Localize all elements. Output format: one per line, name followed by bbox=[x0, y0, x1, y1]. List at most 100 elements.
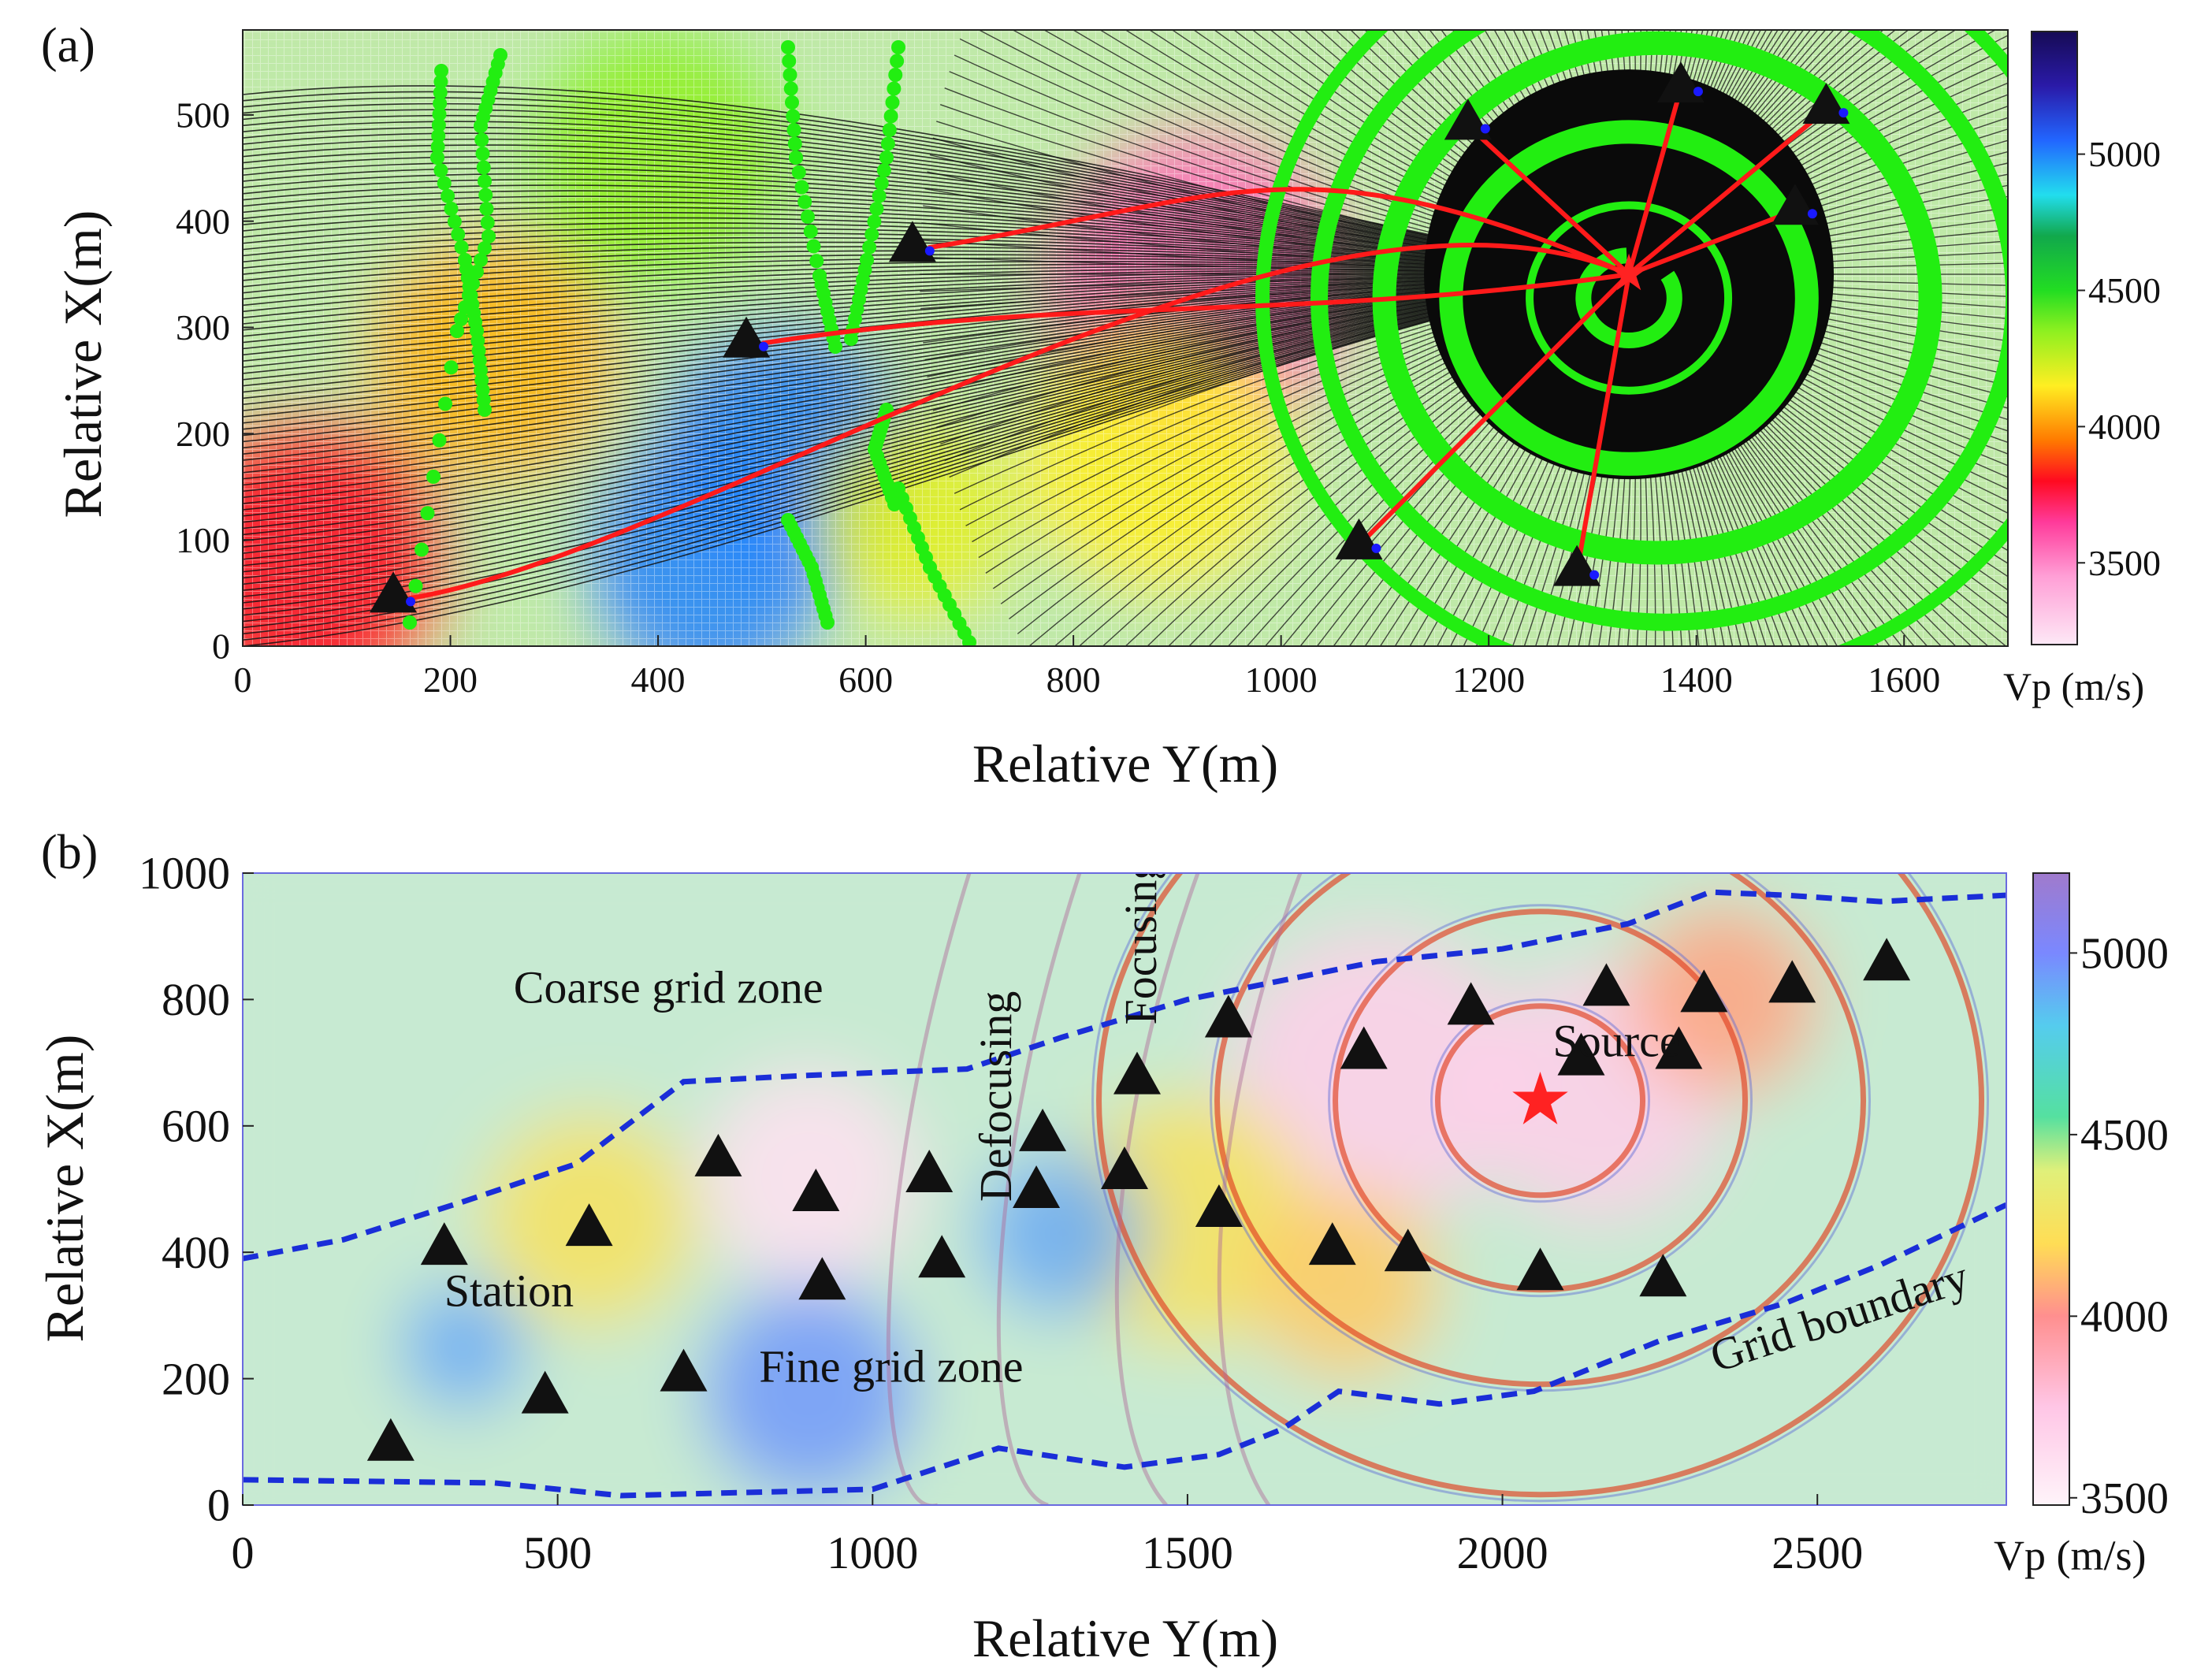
wavefront-dot bbox=[420, 506, 435, 521]
station-triangle bbox=[694, 1133, 742, 1176]
wavefront-dot bbox=[432, 433, 447, 448]
y-tick-label: 1000 bbox=[139, 848, 230, 899]
station-triangle bbox=[1444, 98, 1492, 140]
panel-a-colorbar bbox=[2031, 31, 2078, 645]
station-triangle bbox=[1768, 960, 1816, 1003]
station-marker-tip bbox=[924, 246, 935, 256]
wavefront-dot bbox=[478, 403, 492, 417]
x-tick-label: 0 bbox=[234, 660, 252, 700]
x-tick-label: 1200 bbox=[1452, 660, 1525, 700]
wavefront-dot bbox=[475, 147, 490, 161]
panel-b: (b) ★ Coarse grid zone Station Fine grid z… bbox=[35, 826, 2169, 1668]
panel-b-y-axis-label: Relative X(m) bbox=[35, 1035, 95, 1343]
wavefront-dot bbox=[450, 324, 464, 338]
wavefront-dot bbox=[789, 151, 803, 165]
station-triangle bbox=[798, 1257, 846, 1300]
wavefront-dot bbox=[433, 163, 448, 178]
velocity-anomaly bbox=[702, 1069, 917, 1284]
annotation-label: Coarse grid zone bbox=[514, 961, 823, 1013]
wavefront-dot bbox=[432, 107, 447, 121]
station-triangle bbox=[1013, 1165, 1061, 1208]
velocity-anomaly bbox=[702, 1284, 917, 1499]
wavefront-dot bbox=[880, 136, 895, 151]
station-triangle bbox=[1639, 1254, 1687, 1297]
wavefront-dot bbox=[437, 176, 452, 191]
x-tick-label: 400 bbox=[631, 660, 686, 700]
colorbar-tick-label: 4500 bbox=[2080, 1111, 2169, 1160]
panel-b-colorbar-ticks: 3500 4000 4500 5000 bbox=[2069, 929, 2169, 1523]
wavefront-dot bbox=[801, 210, 815, 224]
wavefront-dot bbox=[408, 578, 423, 593]
x-tick-label: 500 bbox=[523, 1527, 592, 1578]
panel-a-x-axis-label: Relative Y(m) bbox=[972, 734, 1278, 794]
wavefront-dot bbox=[474, 119, 488, 133]
x-tick-label: 200 bbox=[423, 660, 478, 700]
wavefront-dot bbox=[479, 202, 494, 216]
station-ray bbox=[1627, 208, 1796, 277]
wavefront-dot bbox=[962, 635, 976, 646]
colorbar-tick-label: 3500 bbox=[2080, 1474, 2169, 1523]
wavefront-dot bbox=[844, 332, 858, 346]
wavefront-dot bbox=[887, 497, 902, 511]
station-triangle bbox=[1447, 982, 1495, 1025]
y-tick-label: 200 bbox=[176, 414, 230, 454]
station-marker-tip bbox=[1371, 543, 1381, 553]
panel-b-colorbar bbox=[2032, 872, 2070, 1506]
panel-b-stations: ★ bbox=[366, 938, 1911, 1461]
wavefront-dot bbox=[438, 396, 452, 411]
wavefront-dot bbox=[462, 288, 476, 303]
source-star: ★ bbox=[1606, 245, 1651, 301]
wavefront-dot bbox=[803, 224, 818, 239]
panel-b-wavefront-rings bbox=[886, 873, 1989, 1505]
station-triangle bbox=[1802, 83, 1850, 125]
x-tick-label: 2000 bbox=[1457, 1527, 1548, 1578]
wavefront-ring-shadow bbox=[1430, 998, 1651, 1203]
wavefront-dot bbox=[466, 277, 480, 291]
panel-b-frame bbox=[242, 872, 2007, 1506]
panel-b-colorbar-label: Vp (m/s) bbox=[1994, 1532, 2146, 1579]
wavefront-dot bbox=[474, 253, 488, 267]
station-triangle bbox=[420, 1222, 468, 1266]
x-tick-label: 0 bbox=[232, 1527, 255, 1578]
station-triangle bbox=[1101, 1146, 1148, 1189]
x-tick-label: 1500 bbox=[1142, 1527, 1233, 1578]
wavefront-arc bbox=[886, 873, 972, 1505]
grid-boundary-upper bbox=[243, 889, 2006, 1262]
x-tick-label: 1000 bbox=[827, 1527, 918, 1578]
station-triangle bbox=[1863, 938, 1911, 981]
wavefront-ring-shadow bbox=[1091, 873, 1989, 1503]
station-triangle bbox=[1113, 1051, 1161, 1095]
panel-a-y-axis-label: Relative X(m) bbox=[53, 210, 113, 518]
wavefront-dot bbox=[481, 229, 496, 243]
x-tick-label: 1000 bbox=[1245, 660, 1318, 700]
y-tick-label: 600 bbox=[162, 1101, 230, 1152]
station-ray bbox=[1627, 107, 1828, 277]
y-tick-label: 400 bbox=[162, 1227, 230, 1278]
station-marker-tip bbox=[759, 341, 769, 351]
wavefront-dot bbox=[447, 214, 462, 229]
wavefront-dot bbox=[791, 165, 806, 180]
wavefront-dot bbox=[797, 195, 812, 210]
wavefront-dot bbox=[786, 123, 801, 137]
wavefront-dot bbox=[403, 615, 417, 630]
station-ray bbox=[408, 243, 1630, 601]
x-tick-label: 800 bbox=[1047, 660, 1101, 700]
wavefront-dot bbox=[862, 240, 877, 255]
source-star: ★ bbox=[1508, 1060, 1572, 1140]
colorbar-tick-label: 3500 bbox=[2088, 543, 2161, 583]
colorbar-tick-label: 5000 bbox=[2088, 134, 2161, 174]
panel-a-frame bbox=[242, 29, 2009, 647]
panel-a-x-ticks: 0 200 400 600 800 1000 1200 1400 1600 bbox=[234, 635, 1940, 700]
wavefront-dot bbox=[786, 109, 801, 124]
wavefront-dot bbox=[891, 40, 905, 54]
wavefront-dot bbox=[885, 95, 900, 110]
wavefront-dot bbox=[879, 151, 894, 165]
wavefront-ring bbox=[1310, 30, 2008, 631]
wavefront-dot bbox=[883, 109, 898, 124]
wavefront-ring bbox=[1575, 247, 1682, 349]
wavefront-dot bbox=[474, 132, 489, 147]
panel-b-plot-area: ★ Coarse grid zone Station Fine grid zone D… bbox=[243, 873, 2006, 1505]
wavefront-dot bbox=[828, 340, 842, 354]
panel-b-x-axis-label: Relative Y(m) bbox=[972, 1608, 1278, 1668]
wavefront-dot bbox=[454, 240, 469, 255]
